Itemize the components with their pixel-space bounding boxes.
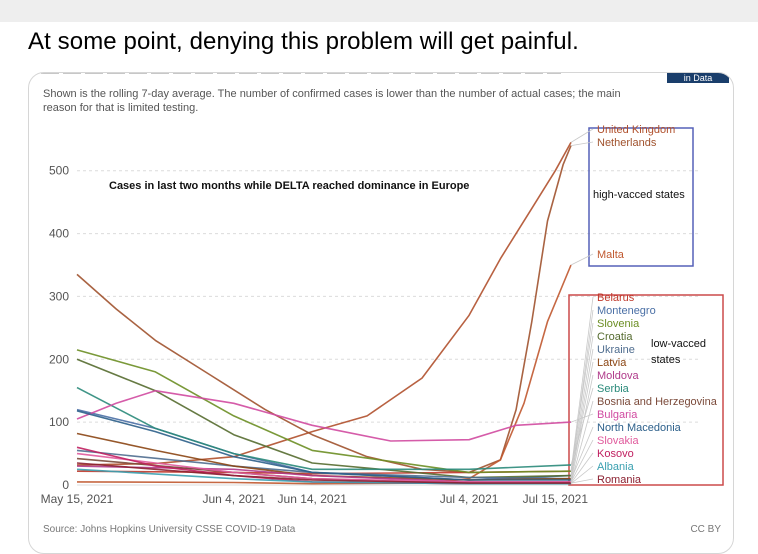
x-tick-label: Jun 14, 2021 [278,492,348,506]
legend-label: Croatia [597,331,633,343]
series-lines [76,142,572,485]
legend-leader-line [570,128,594,143]
legend-label: Ukraine [597,344,635,356]
series-line-united-kingdom [76,142,572,466]
x-tick-label: Jul 4, 2021 [440,492,499,506]
legend-label: Bosnia and Herzegovina [597,396,718,408]
legend-leader-line [570,387,594,466]
legend-label: Kosovo [597,448,634,460]
series-line-north-macedonia [76,410,571,481]
legend-leader-line [570,400,594,484]
cropped-chart-title [41,73,561,75]
x-tick-label: May 15, 2021 [41,492,114,506]
legend-label: Slovenia [597,318,640,330]
series-line-romania [76,462,571,484]
legend-leader-line [570,374,594,482]
low-vacced-label-line2: states [651,354,681,366]
y-tick-label: 500 [49,164,69,178]
high-vacced-label: high-vacced states [593,189,685,201]
line-chart: 0 100 200 300 400 500 May 15, 2021 Jun 4, 2021 J… [41,124,724,506]
legend-label: Netherlands [597,137,657,149]
legend-leader-line [570,141,594,146]
legend-label: Serbia [597,383,630,395]
legend-leader-line [570,253,594,266]
legend-leader-line [570,439,594,483]
source-note: Source: Johns Hopkins University CSSE CO… [43,524,296,535]
legend-label: North Macedonia [597,422,682,434]
legend-leader-line [570,296,594,472]
series-line-serbia [76,386,572,471]
chart-card: in Data Shown is the rolling 7-day avera… [28,72,734,554]
y-tick-label: 200 [49,352,69,366]
high-vacced-box [588,127,694,267]
legend-label: Latvia [597,357,627,369]
series-line-bulgaria [76,389,572,442]
legend-leader-line [570,465,594,485]
legend-label: Slovakia [597,435,639,447]
y-tick-label: 300 [49,289,69,303]
legend-leader-line [570,478,594,484]
legend-leader-line [570,413,594,423]
legend-label: United Kingdom [597,124,675,136]
legend-leader-line [570,361,594,479]
legend-label: Albania [597,461,635,473]
series-line-croatia [76,358,572,479]
legend-label: Romania [597,474,642,486]
top-bar [0,0,758,22]
y-tick-label: 400 [49,227,69,241]
annotation-text: Cases in last two months while DELTA rea… [109,180,469,192]
y-tick-label: 100 [49,415,69,429]
series-line-netherlands [76,145,572,474]
chart-subtitle: Shown is the rolling 7-day average. The … [43,88,621,114]
legend-leader-line [570,452,594,484]
low-vacced-box [568,294,724,486]
x-tick-label: Jun 4, 2021 [202,492,265,506]
legend-leader-line [570,348,594,479]
series-line-slovenia [76,349,572,474]
legend-label: Montenegro [597,305,656,317]
license-note: CC BY [690,524,721,535]
post-headline: At some point, denying this problem will… [28,28,579,55]
legend-leader-line [570,322,594,472]
owid-badge: in Data [667,73,729,83]
legend-label: Bulgaria [597,409,638,421]
series-line-malta [76,264,572,485]
series-line-slovakia [76,452,571,483]
legend-label: Moldova [597,370,639,382]
low-vacced-label-line1: low-vacced [651,338,706,350]
legend-label: Belarus [597,292,635,304]
legend-label: Malta [597,249,625,261]
x-tick-label: Jul 15, 2021 [523,492,589,506]
legend-leader-line [570,426,594,481]
y-tick-label: 0 [62,478,69,492]
